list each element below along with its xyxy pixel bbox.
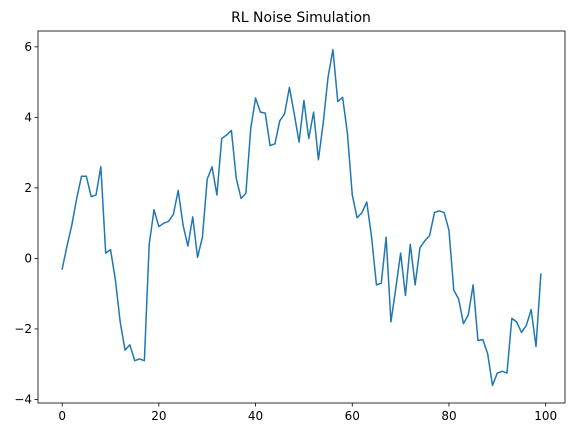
y-tick-label: −2 bbox=[14, 322, 32, 336]
x-tick-label: 100 bbox=[534, 409, 557, 423]
x-tick-label: 0 bbox=[58, 409, 66, 423]
series-line-0 bbox=[61, 48, 542, 387]
y-tick-label: −4 bbox=[14, 392, 32, 406]
y-tick-label: 4 bbox=[24, 110, 32, 124]
x-tick-label: 40 bbox=[248, 409, 263, 423]
y-tick-label: 2 bbox=[24, 181, 32, 195]
plot-area bbox=[61, 48, 542, 387]
x-tick-label: 60 bbox=[345, 409, 360, 423]
x-tick-label: 20 bbox=[151, 409, 166, 423]
axes: 0 20 40 60 80 100 −4 −2 0 2 4 6 bbox=[14, 30, 566, 423]
x-tick-label: 80 bbox=[441, 409, 456, 423]
chart-title: RL Noise Simulation bbox=[231, 10, 371, 26]
y-tick-label: 6 bbox=[24, 40, 32, 54]
axes-frame bbox=[37, 30, 566, 404]
y-tick-label: 0 bbox=[24, 251, 32, 265]
